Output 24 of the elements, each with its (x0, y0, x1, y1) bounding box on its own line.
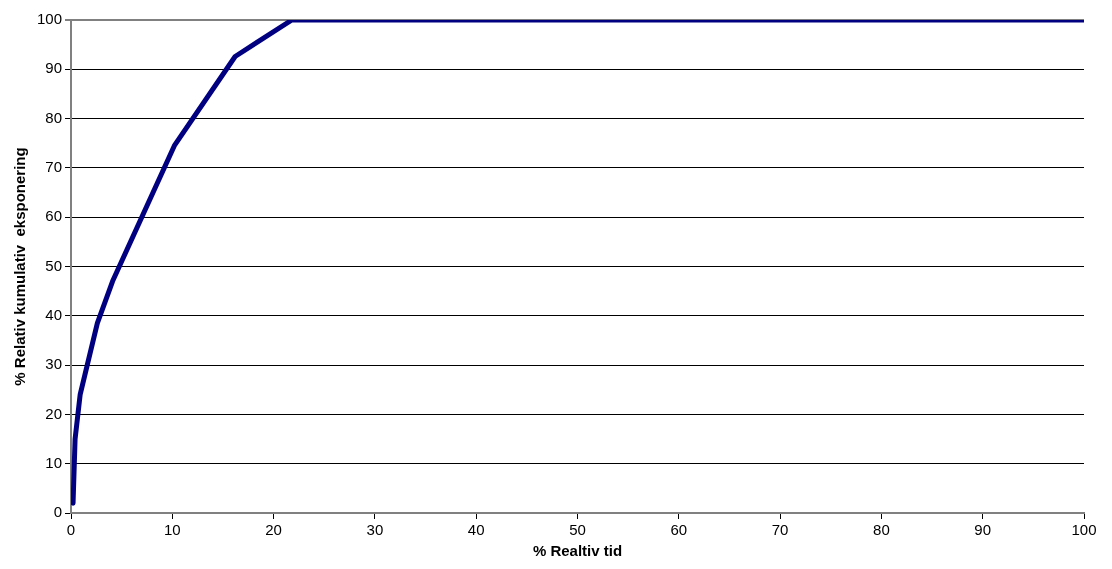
y-tick-label: 70 (45, 158, 63, 176)
x-tick-label: 100 (1071, 521, 1097, 539)
y-tick-label: 0 (53, 503, 63, 521)
y-tick-label: 80 (45, 108, 63, 126)
y-tick-label: 20 (45, 404, 63, 422)
x-tick-label: 40 (467, 521, 485, 539)
x-tick-label: 60 (670, 521, 688, 539)
y-tick-label: 100 (37, 10, 63, 28)
x-tick-label: 90 (974, 521, 992, 539)
y-tick-label: 50 (45, 256, 63, 274)
y-tick-label: 30 (45, 355, 63, 373)
y-tick-label: 40 (45, 305, 63, 323)
x-tick-label: 30 (366, 521, 384, 539)
y-tick-label: 10 (45, 453, 63, 471)
y-axis-title: % Relativ kumulativ eksponering (11, 147, 29, 386)
y-tick-label: 60 (45, 207, 63, 225)
x-tick-label: 10 (163, 521, 181, 539)
x-tick-label: 50 (569, 521, 586, 539)
x-axis-title: % Realtiv tid (532, 542, 623, 560)
x-tick-label: 70 (771, 521, 789, 539)
x-tick-label: 20 (265, 521, 282, 539)
x-tick-label: 80 (873, 521, 890, 539)
y-tick-label: 90 (45, 59, 63, 77)
x-tick-label: 0 (66, 521, 76, 539)
